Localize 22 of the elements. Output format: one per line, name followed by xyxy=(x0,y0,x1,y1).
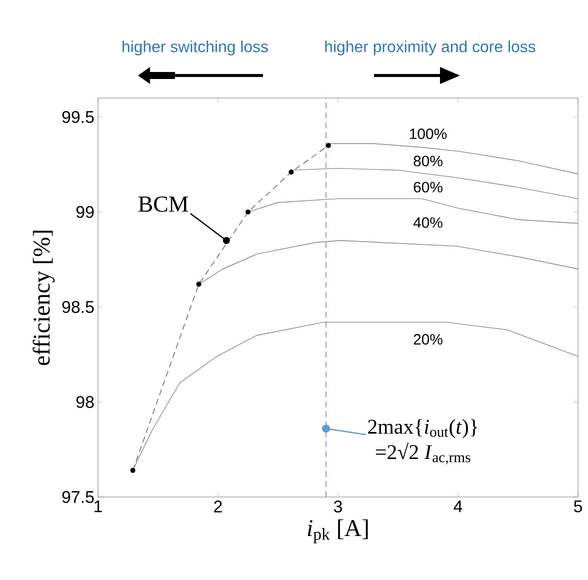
y-tick-label: 98 xyxy=(76,396,94,408)
series-label: 80% xyxy=(414,156,442,166)
y-tick-label: 98.5 xyxy=(62,301,94,313)
series-label: 20% xyxy=(414,334,442,345)
x-tick-label: 4 xyxy=(454,500,462,512)
text: higher switching loss xyxy=(122,40,268,56)
text: higher proximity and core loss xyxy=(325,40,536,56)
x-tick-label: 5 xyxy=(574,500,582,512)
series-label: 60% xyxy=(414,182,442,192)
y-axis-title: efficiency [%] xyxy=(32,230,55,366)
x-axis-title: i$_{pk}$ [A] xyxy=(308,519,368,544)
annotation: =2√2 I$_{ac,rms}$ xyxy=(376,442,470,464)
y-tick-label: 99.5 xyxy=(62,111,94,123)
x-tick-label: 2 xyxy=(214,500,222,512)
annotation: 2max{i$_{out}$(t)} xyxy=(368,419,478,438)
y-tick-label: 97.5 xyxy=(62,491,94,503)
series-label: 100% xyxy=(410,128,447,140)
series-label: 40% xyxy=(413,217,442,228)
annotation: BCM xyxy=(138,196,188,212)
y-tick-label: 99 xyxy=(76,206,94,218)
x-tick-label: 1 xyxy=(94,500,102,512)
x-tick-label: 3 xyxy=(334,500,342,513)
